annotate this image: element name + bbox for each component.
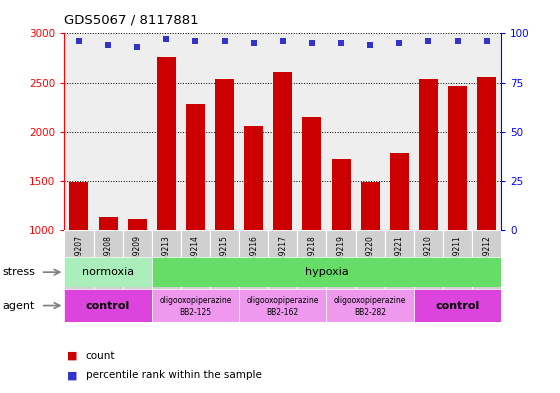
Bar (244, 126, 263, 328)
FancyBboxPatch shape (152, 230, 181, 299)
Text: GSM1169216: GSM1169216 (249, 235, 258, 286)
Point (220, 38, 229, 44)
Text: GSM1169212: GSM1169212 (482, 235, 491, 286)
FancyBboxPatch shape (356, 230, 385, 299)
Text: GSM1169210: GSM1169210 (424, 235, 433, 286)
Point (74, 38, 83, 44)
FancyBboxPatch shape (326, 230, 356, 299)
Text: GSM1169219: GSM1169219 (337, 235, 346, 286)
FancyBboxPatch shape (239, 289, 326, 322)
FancyBboxPatch shape (210, 230, 239, 299)
Point (133, 44, 142, 50)
Bar (94, 33, 123, 230)
Bar (268, 33, 297, 230)
FancyBboxPatch shape (64, 230, 94, 299)
FancyBboxPatch shape (414, 230, 443, 299)
Bar (361, 182, 380, 328)
Text: BB2-125: BB2-125 (179, 309, 212, 318)
Bar (443, 33, 472, 230)
Bar (152, 33, 181, 230)
Point (249, 40, 258, 46)
Bar (414, 33, 443, 230)
Bar (356, 33, 385, 230)
Bar (472, 33, 501, 230)
Text: GSM1169207: GSM1169207 (74, 235, 83, 286)
Text: oligooxopiperazine: oligooxopiperazine (246, 296, 319, 305)
Text: agent: agent (3, 301, 35, 310)
Text: GSM1169217: GSM1169217 (278, 235, 287, 286)
Point (104, 42, 113, 48)
FancyBboxPatch shape (414, 289, 501, 322)
Text: ■: ■ (67, 370, 78, 380)
Bar (302, 117, 321, 328)
Text: BB2-162: BB2-162 (267, 309, 299, 318)
Bar (128, 219, 147, 328)
FancyBboxPatch shape (326, 289, 414, 322)
Text: GSM1169209: GSM1169209 (133, 235, 142, 286)
Point (424, 38, 433, 44)
Bar (385, 33, 414, 230)
Text: stress: stress (3, 267, 36, 277)
FancyBboxPatch shape (123, 230, 152, 299)
Bar (390, 153, 409, 328)
Bar (326, 33, 356, 230)
Text: hypoxia: hypoxia (305, 267, 348, 277)
Text: oligooxopiperazine: oligooxopiperazine (159, 296, 232, 305)
FancyBboxPatch shape (297, 230, 326, 299)
Text: GSM1169214: GSM1169214 (191, 235, 200, 286)
Text: GSM1169208: GSM1169208 (104, 235, 113, 286)
FancyBboxPatch shape (64, 257, 152, 287)
Text: GSM1169220: GSM1169220 (366, 235, 375, 286)
Bar (64, 33, 94, 230)
Point (453, 38, 462, 44)
Text: GSM1169215: GSM1169215 (220, 235, 229, 286)
Text: GSM1169213: GSM1169213 (162, 235, 171, 286)
Text: GSM1169218: GSM1169218 (307, 235, 316, 286)
Point (482, 38, 491, 44)
Bar (448, 86, 467, 328)
Bar (332, 159, 351, 328)
Text: control: control (435, 301, 480, 310)
Point (307, 40, 316, 46)
FancyBboxPatch shape (152, 257, 501, 287)
Bar (477, 77, 496, 328)
Text: percentile rank within the sample: percentile rank within the sample (86, 370, 262, 380)
FancyBboxPatch shape (443, 230, 472, 299)
Point (395, 40, 404, 46)
FancyBboxPatch shape (94, 230, 123, 299)
Bar (123, 33, 152, 230)
Text: BB2-282: BB2-282 (354, 309, 386, 318)
Bar (297, 33, 326, 230)
FancyBboxPatch shape (152, 289, 239, 322)
FancyBboxPatch shape (472, 230, 501, 299)
FancyBboxPatch shape (385, 230, 414, 299)
FancyBboxPatch shape (64, 289, 152, 322)
FancyBboxPatch shape (181, 230, 210, 299)
FancyBboxPatch shape (239, 230, 268, 299)
Bar (69, 182, 88, 328)
Point (162, 36, 171, 42)
Text: oligooxopiperazine: oligooxopiperazine (334, 296, 407, 305)
Bar (273, 72, 292, 328)
Point (366, 42, 375, 48)
Point (337, 40, 346, 46)
Bar (99, 217, 118, 328)
Text: ■: ■ (67, 351, 78, 361)
Bar (181, 33, 210, 230)
FancyBboxPatch shape (268, 230, 297, 299)
Text: count: count (86, 351, 115, 361)
Bar (186, 104, 205, 328)
Text: GSM1169211: GSM1169211 (453, 235, 462, 286)
Text: normoxia: normoxia (82, 267, 134, 277)
Point (278, 38, 287, 44)
Text: GDS5067 / 8117881: GDS5067 / 8117881 (64, 14, 199, 27)
Text: control: control (86, 301, 130, 310)
Point (191, 38, 200, 44)
Text: GSM1169221: GSM1169221 (395, 235, 404, 286)
Bar (215, 79, 234, 328)
Bar (210, 33, 239, 230)
Bar (419, 79, 438, 328)
Bar (157, 57, 176, 328)
Bar (239, 33, 268, 230)
